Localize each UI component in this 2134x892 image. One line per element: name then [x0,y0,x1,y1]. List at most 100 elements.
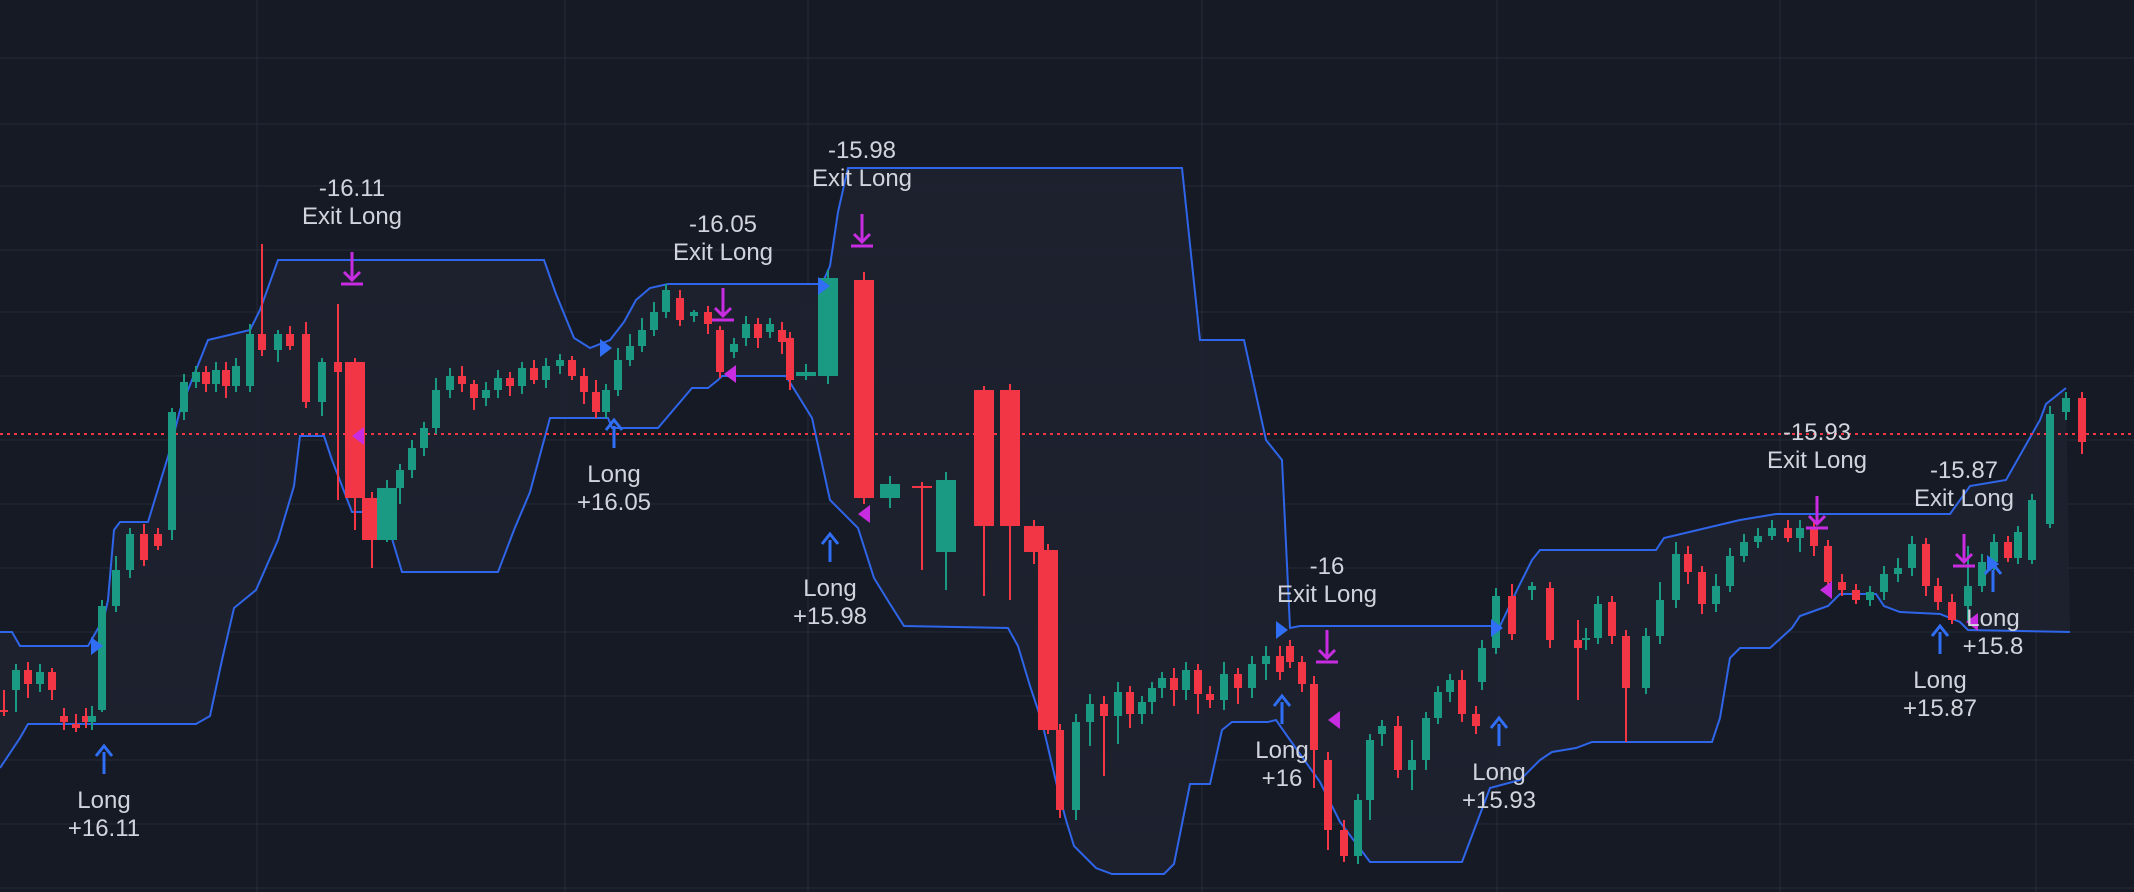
candle [1492,588,1500,654]
candle [650,302,658,336]
candle-body [1894,568,1902,574]
candle-body [1964,586,1972,606]
candle-body [542,366,550,380]
long-arrow-icon [1930,623,1950,637]
candle [818,270,838,384]
candle [1000,384,1020,600]
candle-body [2046,414,2054,524]
candle [212,362,220,392]
candle [1908,536,1916,576]
exit-label: Exit Long [673,239,773,266]
candle [222,362,230,398]
candle-body [704,312,712,324]
candle [742,316,750,346]
candle-body [1796,528,1804,538]
candle [408,440,416,478]
candle-body [1768,528,1776,536]
exit-flag [1966,613,1978,631]
candle [1286,640,1294,668]
candle-body [36,672,44,684]
candle-body [742,324,750,338]
candle-body [1262,656,1270,664]
candle-body [1310,684,1318,750]
candle-body [222,370,230,386]
candle-body [778,330,786,342]
candle [98,600,106,712]
candle-body [345,362,365,498]
entry-flag [1276,621,1288,639]
candle-body [1038,550,1058,730]
candle-body [1656,600,1664,636]
candle-body [1574,640,1582,648]
candle [1978,554,1986,592]
candle-body [1712,586,1720,604]
candle [1114,682,1122,744]
long-arrow-icon [1489,715,1509,729]
long-arrow-icon [1272,693,1292,707]
candle [716,326,724,378]
candle [1086,694,1094,746]
candle [2078,392,2086,454]
candle [446,368,454,398]
candle-body [626,346,634,360]
entry-flag [600,339,612,357]
candle [154,528,162,550]
candle [1434,686,1442,724]
candle [662,284,670,318]
long-value: +16 [1262,765,1303,792]
candle [1394,716,1402,778]
candle [580,368,588,404]
candle [1934,578,1942,610]
candle-body [1684,554,1692,572]
candle [470,380,478,410]
candle-body [1000,390,1020,526]
candle-body [1340,830,1348,856]
candle [556,354,564,374]
candle-body [0,710,8,712]
candle [912,482,932,570]
candle-body [1472,714,1480,726]
candle [396,464,404,504]
candle [1582,628,1590,650]
candle [1148,682,1156,714]
candle-body [1608,602,1616,636]
candle [1310,676,1318,788]
candle-body [192,372,200,382]
candle-body [1182,670,1190,690]
long-label: Long [1472,759,1525,786]
candle-body [796,372,816,376]
exit-value: -15.98 [828,137,896,164]
candle-body [568,360,576,376]
candle-body [556,360,564,366]
long-entry-signal: Long+16 [1255,693,1309,792]
exit-label: Exit Long [1914,485,2014,512]
candle-body [274,334,282,350]
candle-body [98,606,106,710]
candle [126,528,134,578]
candle [420,422,428,456]
candle [1170,668,1178,706]
candle-body [1990,542,1998,562]
candle-body [1422,718,1430,760]
candle [1810,520,1818,556]
candle-body [48,672,56,690]
candle [1024,520,1044,564]
candle [1056,724,1064,818]
candle-body [818,278,838,376]
candle-body [12,670,20,690]
candle-body [1394,726,1402,770]
long-entry-signal: Long+15.98 [793,531,867,630]
candle-body [408,448,416,470]
candle-body [1206,694,1214,700]
candle [1712,574,1720,612]
candle [1378,720,1386,746]
candle-body [126,534,134,570]
long-label: Long [803,575,856,602]
candle-body [730,344,738,352]
candle-body [690,312,698,316]
exit-arrow-icon [1807,514,1827,527]
candle [1478,640,1486,690]
